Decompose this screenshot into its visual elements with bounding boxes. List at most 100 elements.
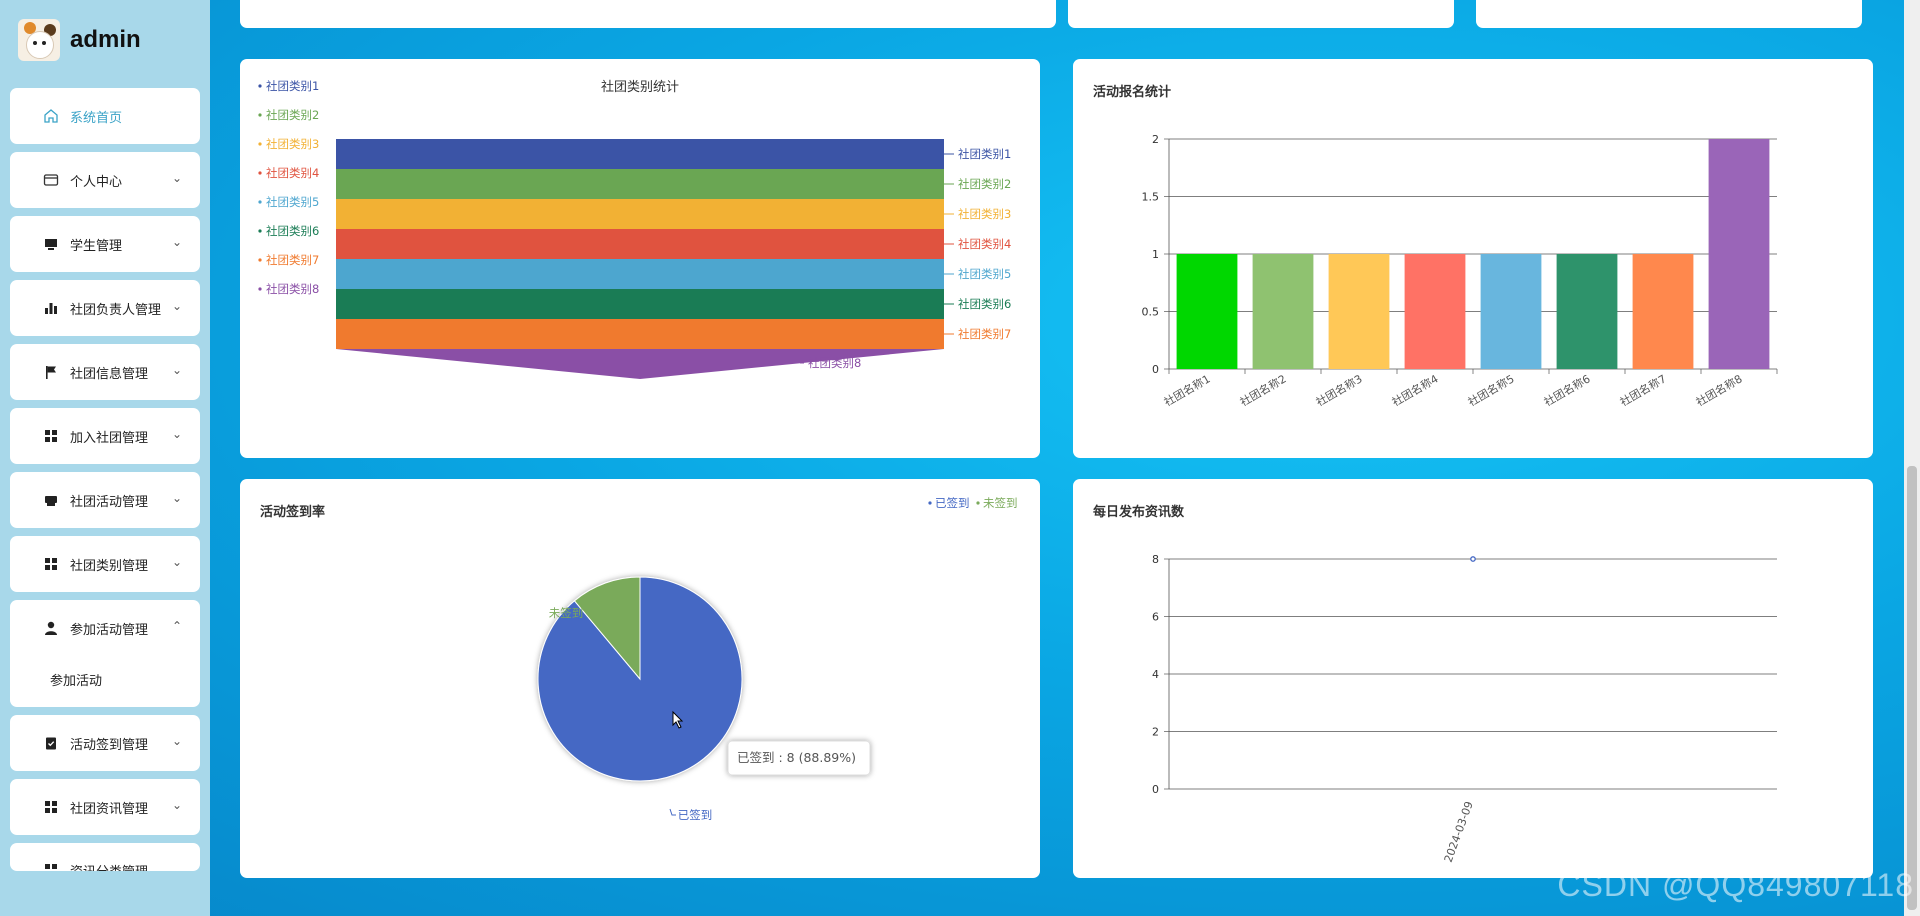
chart-title: 活动报名统计 [1093, 85, 1172, 100]
legend-label[interactable]: 社团类别6 [266, 224, 319, 238]
printer-icon [42, 491, 60, 509]
y-tick-label: 0 [1152, 363, 1159, 376]
top-panel-left [240, 0, 1056, 28]
legend-label[interactable]: 未签到 [983, 496, 1018, 510]
legend-label[interactable]: 社团类别3 [266, 137, 319, 151]
legend-label[interactable]: 社团类别1 [266, 79, 319, 93]
legend-marker[interactable] [258, 171, 262, 175]
legend-marker[interactable] [258, 287, 262, 291]
funnel-segment[interactable] [336, 259, 944, 289]
funnel-segment[interactable] [336, 199, 944, 229]
funnel-segment[interactable] [336, 139, 944, 169]
funnel-label: 社团类别2 [958, 177, 1011, 191]
grid-icon [42, 861, 60, 871]
legend-marker[interactable] [928, 501, 932, 505]
pie-slice[interactable] [573, 576, 641, 681]
x-tick-label: 社团名称3 [1313, 371, 1364, 409]
legend-label[interactable]: 社团类别2 [266, 108, 319, 122]
y-tick-label: 0.5 [1142, 306, 1160, 319]
chevron-down-icon: ⌄ [171, 299, 182, 313]
chevron-down-icon: ⌄ [171, 491, 182, 505]
funnel-segment[interactable] [336, 229, 944, 259]
pie-tooltip: 已签到 : 8 (88.89%) [727, 740, 871, 776]
x-tick-label: 社团名称2 [1237, 371, 1288, 409]
legend-marker[interactable] [258, 229, 262, 233]
bar[interactable] [1632, 254, 1694, 369]
y-tick-label: 1.5 [1142, 191, 1160, 204]
monitor-icon [42, 235, 60, 253]
legend-marker[interactable] [258, 258, 262, 262]
bar[interactable] [1252, 254, 1314, 369]
sidebar-item-label: 个人中心 [70, 174, 123, 190]
activity-signup-bar-chart: 0 0.5 1 1.5 2 社团名称1 社团名称2 社团名称3 社团名称4 社团名称5 社团名称6 社… [1142, 133, 1778, 409]
funnel-label: 社团类别5 [958, 267, 1011, 281]
daily-news-line-panel: 每日发布资讯数 0 2 4 6 8 2024-03-09 [1073, 479, 1873, 878]
sidebar-item-club-category[interactable]: 社团类别管理 ⌄ [10, 536, 200, 592]
top-panel-right [1476, 0, 1862, 28]
bar[interactable] [1176, 254, 1238, 369]
legend-marker[interactable] [258, 142, 262, 146]
sidebar-item-participation[interactable]: 参加活动管理 ⌃ 参加活动 [10, 600, 200, 707]
funnel-label: 社团类别8 [808, 356, 861, 370]
legend-marker[interactable] [258, 200, 262, 204]
clipboard-check-icon [42, 734, 60, 752]
funnel-segment[interactable] [336, 289, 944, 319]
sidebar-item-students[interactable]: 学生管理 ⌄ [10, 216, 200, 272]
sidebar-subitem-join-activity[interactable]: 参加活动 [50, 674, 103, 689]
sidebar-item-activities[interactable]: 社团活动管理 ⌄ [10, 472, 200, 528]
funnel-label: 社团类别7 [958, 327, 1011, 341]
y-tick-label: 1 [1152, 248, 1159, 261]
club-category-funnel-panel: 社团类别统计 社团类别1 社团类别2 社团类别3 社团类别4 社团类别5 社团类别6 社团类… [240, 59, 1040, 458]
x-tick-label: 社团名称1 [1161, 371, 1212, 409]
legend-marker[interactable] [258, 113, 262, 117]
sidebar-item-join-club[interactable]: 加入社团管理 ⌄ [10, 408, 200, 464]
y-tick-label: 6 [1152, 611, 1159, 624]
legend-label[interactable]: 社团类别7 [266, 253, 319, 267]
line-point[interactable] [1470, 556, 1476, 562]
bar[interactable] [1404, 254, 1466, 369]
y-tick-label: 2 [1152, 133, 1159, 146]
chevron-down-icon: ⌄ [171, 427, 182, 441]
funnel-segment[interactable] [336, 349, 944, 379]
legend-marker[interactable] [258, 84, 262, 88]
label-leader [589, 612, 605, 619]
chart-title: 活动签到率 [260, 505, 326, 520]
legend-marker[interactable] [976, 501, 980, 505]
home-icon [42, 107, 60, 125]
scrollbar-thumb[interactable] [1907, 466, 1917, 910]
legend-label[interactable]: 社团类别5 [266, 195, 319, 209]
legend-label[interactable]: 社团类别8 [266, 282, 319, 296]
sidebar-item-home[interactable]: 系统首页 [10, 88, 200, 144]
bar[interactable] [1328, 254, 1390, 369]
pie-label: 未签到 [549, 606, 584, 620]
legend-label[interactable]: 社团类别4 [266, 166, 319, 180]
sidebar-item-news[interactable]: 社团资讯管理 ⌄ [10, 779, 200, 835]
funnel-label: 社团类别1 [958, 147, 1011, 161]
sidebar-item-club-info[interactable]: 社团信息管理 ⌄ [10, 344, 200, 400]
y-tick-label: 8 [1152, 553, 1159, 566]
sidebar-item-news-category[interactable]: 资讯分类管理 [10, 843, 200, 871]
sidebar-item-label: 社团类别管理 [70, 558, 149, 574]
bar[interactable] [1480, 254, 1542, 369]
sidebar-item-label: 学生管理 [70, 238, 123, 254]
user-icon [42, 619, 60, 637]
sidebar-item-checkin[interactable]: 活动签到管理 ⌄ [10, 715, 200, 771]
bar[interactable] [1708, 139, 1770, 369]
x-tick-label: 社团名称6 [1541, 371, 1592, 409]
sidebar-item-profile[interactable]: 个人中心 ⌄ [10, 152, 200, 208]
sidebar-item-leaders[interactable]: 社团负责人管理 ⌄ [10, 280, 200, 336]
brand: admin [18, 16, 141, 64]
x-tick-label: 社团名称8 [1693, 371, 1744, 409]
y-tick-label: 4 [1152, 668, 1159, 681]
bar-chart-icon [42, 299, 60, 317]
page-scrollbar[interactable] [1904, 0, 1920, 916]
funnel-segment[interactable] [336, 169, 944, 199]
funnel-segment[interactable] [336, 319, 944, 349]
bar[interactable] [1556, 254, 1618, 369]
x-tick-label: 2024-03-09 [1442, 800, 1476, 865]
chevron-up-icon: ⌃ [171, 619, 182, 633]
legend-label[interactable]: 已签到 [935, 496, 970, 510]
funnel-label: 社团类别6 [958, 297, 1011, 311]
grid-icon [42, 427, 60, 445]
